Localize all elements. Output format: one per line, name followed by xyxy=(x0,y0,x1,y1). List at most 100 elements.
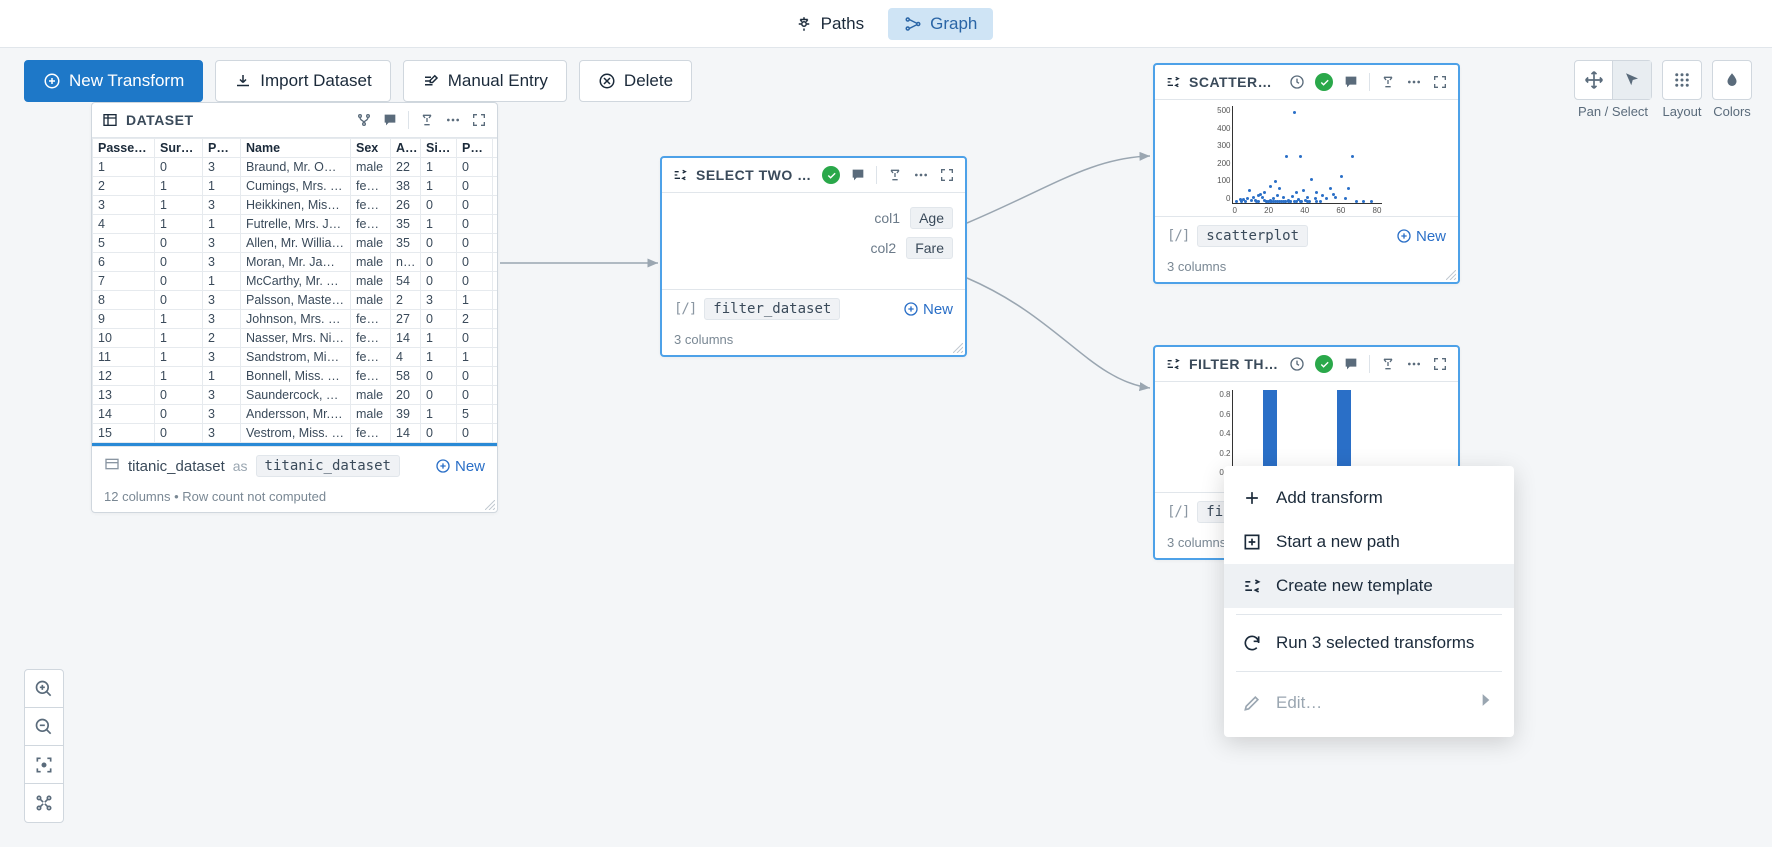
plus-icon xyxy=(1242,488,1262,508)
comment-icon[interactable] xyxy=(1343,356,1359,372)
table-cell: McCarthy, Mr. Timo… xyxy=(241,272,351,291)
divider xyxy=(876,166,877,184)
table-cell: 0 xyxy=(155,291,203,310)
status-success-icon xyxy=(1315,73,1333,91)
ctx-add-transform[interactable]: Add transform xyxy=(1224,476,1514,520)
node-header: SELECT TWO … xyxy=(662,158,965,193)
expand-icon[interactable] xyxy=(471,112,487,128)
new-label: New xyxy=(1416,228,1446,245)
table-cell: 26 xyxy=(391,196,421,215)
param-value[interactable]: Age xyxy=(910,207,953,229)
table-cell: Futrelle, Mrs. Jacq… xyxy=(241,215,351,234)
dataset-table: PassengerIdSurvivedPclassNameSexAgeSibSp… xyxy=(92,138,497,443)
table-icon xyxy=(102,112,118,128)
resize-handle[interactable] xyxy=(953,343,963,353)
table-cell: 0 xyxy=(421,310,457,329)
footer-meta: 3 columns xyxy=(1167,259,1446,274)
output-pill: filter_dataset xyxy=(704,298,840,320)
table-cell: A/5 xyxy=(493,158,498,177)
table-cell: 2 xyxy=(203,329,241,348)
ctx-run-selected[interactable]: Run 3 selected transforms xyxy=(1224,621,1514,665)
clock-icon[interactable] xyxy=(1289,356,1305,372)
table-cell: Johnson, Mrs. Osc… xyxy=(241,310,351,329)
table-cell: 0 xyxy=(457,424,493,443)
table-cell: 7 xyxy=(93,272,155,291)
table-cell: 0 xyxy=(421,386,457,405)
ctx-create-template[interactable]: Create new template xyxy=(1224,564,1514,608)
table-cell: Saundercock, Mr. … xyxy=(241,386,351,405)
expand-icon[interactable] xyxy=(1432,356,1448,372)
table-cell: 0 xyxy=(155,253,203,272)
table-cell: 0 xyxy=(457,196,493,215)
table-cell: 3 xyxy=(203,310,241,329)
paths-small-icon[interactable] xyxy=(887,167,903,183)
table-cell: 27 xyxy=(391,310,421,329)
table-cell: 3 xyxy=(203,424,241,443)
node-footer: [/] scatterplot New 3 columns xyxy=(1155,216,1458,282)
scatter-node[interactable]: SCATTERP… 5004003002001000 020406080 [/] xyxy=(1153,63,1460,284)
select-node[interactable]: SELECT TWO … col1 Age col2 Fare [/] filt xyxy=(660,156,967,357)
table-row: 803Palsson, Master. G…male231349 xyxy=(93,291,498,310)
table-cell: 1 xyxy=(155,348,203,367)
table-cell: Sandstrom, Miss. … xyxy=(241,348,351,367)
param-value[interactable]: Fare xyxy=(906,237,953,259)
dataset-node[interactable]: DATASET PassengerIdSurvivedPclassNameSex… xyxy=(91,102,498,513)
table-cell: 347 xyxy=(493,405,498,424)
more-icon[interactable] xyxy=(1406,74,1422,90)
tab-paths[interactable]: Paths xyxy=(779,8,880,40)
table-row: 313Heikkinen, Miss. La…female2600ST0 xyxy=(93,196,498,215)
table-cell: 20 xyxy=(391,386,421,405)
table-cell: 0 xyxy=(421,272,457,291)
more-icon[interactable] xyxy=(1406,356,1422,372)
table-cell: 13 xyxy=(93,386,155,405)
pencil-icon xyxy=(1242,693,1262,713)
new-output-button[interactable]: New xyxy=(1396,228,1446,245)
more-icon[interactable] xyxy=(445,112,461,128)
table-cell: Heikkinen, Miss. La… xyxy=(241,196,351,215)
comment-icon[interactable] xyxy=(382,112,398,128)
table-cell: female xyxy=(351,329,391,348)
table-cell: male xyxy=(351,386,391,405)
brackets-icon: [/] xyxy=(1167,504,1189,520)
table-cell: 330 xyxy=(493,253,498,272)
resize-handle[interactable] xyxy=(1446,270,1456,280)
table-small-icon xyxy=(104,456,120,477)
table-cell: A/5 xyxy=(493,386,498,405)
table-cell: 0 xyxy=(155,386,203,405)
ctx-start-path[interactable]: Start a new path xyxy=(1224,520,1514,564)
table-cell: male xyxy=(351,234,391,253)
table-cell: 1 xyxy=(421,405,457,424)
table-cell: 1 xyxy=(421,158,457,177)
tab-graph[interactable]: Graph xyxy=(888,8,993,40)
expand-icon[interactable] xyxy=(1432,74,1448,90)
table-cell: 14 xyxy=(391,424,421,443)
table-cell: 4 xyxy=(391,348,421,367)
node-footer: titanic_dataset as titanic_dataset New 1… xyxy=(92,446,497,512)
comment-icon[interactable] xyxy=(850,167,866,183)
table-row: 1012Nasser, Mrs. Nicho…female1410231 xyxy=(93,329,498,348)
more-icon[interactable] xyxy=(913,167,929,183)
resize-handle[interactable] xyxy=(485,500,495,510)
table-cell: 1 xyxy=(203,215,241,234)
clock-icon[interactable] xyxy=(1289,74,1305,90)
comment-icon[interactable] xyxy=(1343,74,1359,90)
table-header-cell: Parch xyxy=(457,139,493,158)
graph-canvas[interactable]: DATASET PassengerIdSurvivedPclassNameSex… xyxy=(0,48,1772,847)
new-output-button[interactable]: New xyxy=(435,458,485,475)
expand-icon[interactable] xyxy=(939,167,955,183)
table-cell: 1 xyxy=(421,215,457,234)
new-output-button[interactable]: New xyxy=(903,301,953,318)
node-header: FILTER TH… xyxy=(1155,347,1458,382)
table-cell: Nasser, Mrs. Nicho… xyxy=(241,329,351,348)
paths-small-icon[interactable] xyxy=(1380,356,1396,372)
table-cell: 1 xyxy=(155,177,203,196)
context-menu: Add transform Start a new path Create ne… xyxy=(1224,466,1514,737)
refresh-icon xyxy=(1242,633,1262,653)
paths-small-icon[interactable] xyxy=(1380,74,1396,90)
paths-small-icon[interactable] xyxy=(419,112,435,128)
table-cell: female xyxy=(351,177,391,196)
table-cell: 2 xyxy=(457,310,493,329)
branch-icon[interactable] xyxy=(356,112,372,128)
ctx-label: Edit… xyxy=(1276,693,1322,713)
table-cell: 3 xyxy=(203,234,241,253)
